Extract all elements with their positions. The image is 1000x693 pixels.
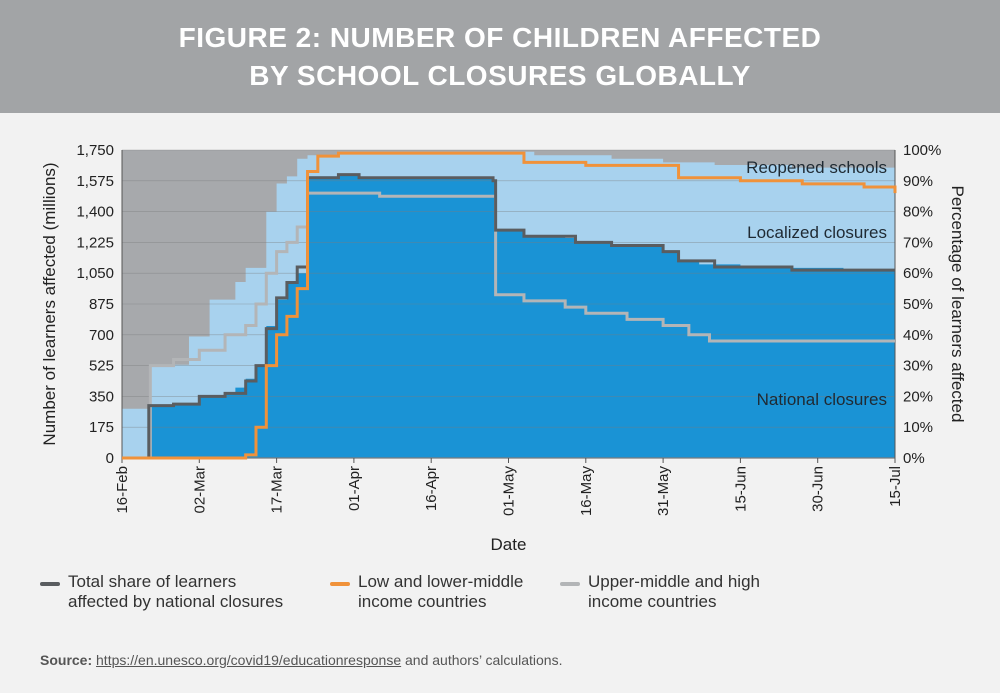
legend-swatch-total: [40, 582, 60, 586]
legend-item-high-income: Upper-middle and high income countries: [560, 572, 760, 612]
source-note: Source: https://en.unesco.org/covid19/ed…: [40, 652, 562, 668]
legend-swatch-high-income: [560, 582, 580, 586]
x-tick-label: 16-Feb: [114, 466, 131, 514]
label-reopened-schools: Reopened schools: [746, 158, 887, 177]
x-tick-label: 15-Jun: [732, 466, 749, 512]
legend-label-low-1: Low and lower-middle: [358, 572, 524, 591]
chart-title-line1: FIGURE 2: NUMBER OF CHILDREN AFFECTED: [178, 21, 822, 53]
legend-item-low-income: Low and lower-middle income countries: [330, 572, 523, 612]
legend: Total share of learners affected by nati…: [0, 572, 1000, 618]
legend-label-high-2: income countries: [588, 592, 717, 611]
y-tick-label: 700: [89, 327, 114, 344]
y-right-tick-label: 60%: [903, 265, 933, 282]
legend-label-total-2: affected by national closures: [68, 592, 284, 611]
x-tick-label: 01-May: [501, 466, 518, 517]
y-right-axis-title: Percentage of learners affected: [948, 186, 967, 423]
y-right-tick-label: 80%: [903, 204, 933, 221]
y-tick-label: 1,400: [76, 204, 114, 221]
title-banner: FIGURE 2: NUMBER OF CHILDREN AFFECTED BY…: [0, 0, 1000, 113]
y-tick-label: 875: [89, 296, 114, 313]
legend-label-low-2: income countries: [358, 592, 487, 611]
x-tick-label: 16-Apr: [423, 466, 440, 511]
x-tick-label: 02-Mar: [191, 466, 208, 514]
y-right-tick-label: 20%: [903, 388, 933, 405]
y-axis-title: Number of learners affected (millions): [40, 162, 59, 445]
legend-label-high-1: Upper-middle and high: [588, 572, 760, 591]
source-label: Source:: [40, 652, 93, 668]
y-right-tick-label: 100%: [903, 142, 941, 159]
y-right-tick-label: 70%: [903, 234, 933, 251]
x-tick-label: 01-Apr: [346, 466, 363, 511]
label-localized-closures: Localized closures: [747, 223, 887, 242]
x-tick-label: 30-Jun: [810, 466, 827, 512]
y-tick-label: 175: [89, 419, 114, 436]
x-axis-title: Date: [491, 535, 527, 554]
line-low-lower-middle-income: [122, 151, 897, 460]
y-right-tick-label: 10%: [903, 419, 933, 436]
y-tick-label: 1,750: [76, 142, 114, 159]
y-right-tick-label: 40%: [903, 327, 933, 344]
y-right-tick-label: 90%: [903, 173, 933, 190]
legend-item-total: Total share of learners affected by nati…: [40, 572, 283, 612]
y-right-tick-label: 0%: [903, 450, 925, 467]
y-tick-label: 0: [106, 450, 114, 467]
y-tick-label: 1,050: [76, 265, 114, 282]
legend-swatch-low-income: [330, 582, 350, 586]
y-tick-label: 525: [89, 358, 114, 375]
x-tick-label: 17-Mar: [269, 466, 286, 514]
x-tick-label: 31-May: [655, 466, 672, 517]
y-tick-label: 350: [89, 388, 114, 405]
x-tick-label: 16-May: [578, 466, 595, 517]
chart-title-line2: BY SCHOOL CLOSURES GLOBALLY: [249, 59, 751, 91]
y-right-tick-label: 50%: [903, 296, 933, 313]
x-tick-label: 15-Jul: [887, 466, 904, 507]
y-right-tick-label: 30%: [903, 358, 933, 375]
y-tick-label: 1,225: [76, 234, 114, 251]
label-national-closures: National closures: [757, 390, 887, 409]
y-tick-label: 1,575: [76, 173, 114, 190]
source-rest: and authors’ calculations.: [401, 652, 563, 668]
source-link[interactable]: https://en.unesco.org/covid19/educationr…: [96, 652, 402, 668]
area-national-closures: [122, 174, 895, 458]
legend-label-total-1: Total share of learners: [68, 572, 237, 591]
